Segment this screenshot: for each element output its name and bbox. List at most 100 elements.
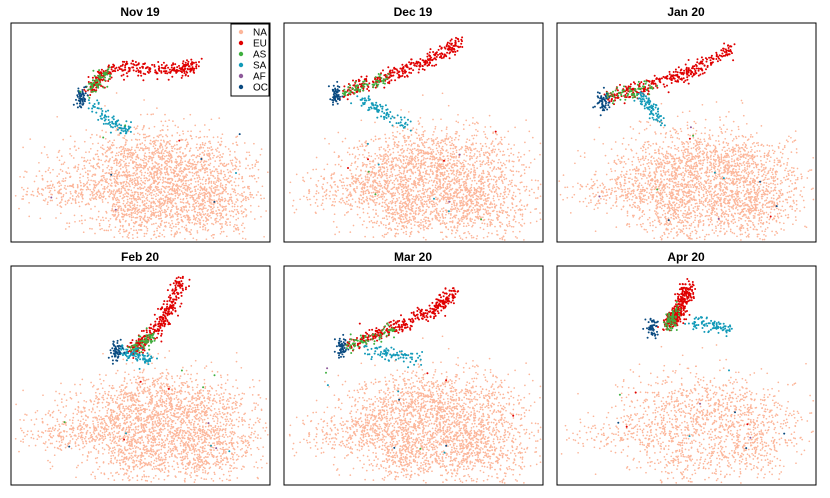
scatter-point: [56, 204, 59, 206]
scatter-point: [469, 177, 472, 180]
scatter-point: [143, 208, 146, 211]
scatter-point: [387, 151, 390, 153]
scatter-point: [379, 153, 381, 156]
scatter-point: [73, 145, 76, 148]
scatter-point: [90, 190, 93, 193]
scatter-point: [83, 159, 86, 162]
scatter-point: [159, 211, 162, 213]
scatter-point: [476, 204, 479, 207]
scatter-point: [80, 97, 83, 100]
scatter-point: [107, 229, 110, 232]
scatter-point: [383, 196, 386, 198]
scatter-point: [215, 212, 218, 215]
scatter-point: [243, 186, 246, 188]
scatter-point: [520, 204, 523, 207]
scatter-point: [21, 186, 23, 189]
scatter-point: [501, 170, 504, 173]
scatter-point: [447, 212, 450, 215]
scatter-point: [394, 141, 396, 144]
scatter-point: [426, 138, 429, 141]
scatter-point: [424, 195, 427, 198]
scatter-point: [403, 179, 405, 182]
scatter-point: [18, 207, 20, 210]
scatter-point: [421, 198, 424, 201]
scatter-point: [203, 150, 206, 152]
scatter-point: [392, 134, 394, 137]
scatter-point: [218, 151, 220, 153]
scatter-point: [450, 226, 452, 228]
scatter-point: [171, 134, 174, 137]
scatter-point: [192, 215, 195, 218]
scatter-point: [242, 215, 245, 218]
scatter-point: [169, 157, 172, 159]
scatter-point: [112, 144, 115, 146]
scatter-point: [159, 202, 161, 205]
scatter-point: [386, 184, 389, 187]
scatter-point: [420, 222, 422, 224]
scatter-point: [104, 178, 106, 181]
scatter-point: [388, 180, 391, 183]
scatter-point: [210, 185, 213, 187]
scatter-point: [142, 218, 145, 221]
scatter-point: [491, 140, 494, 143]
scatter-point: [128, 162, 130, 164]
scatter-point: [503, 178, 506, 181]
scatter-point: [144, 171, 147, 174]
scatter-point: [130, 139, 133, 141]
scatter-point: [369, 160, 371, 163]
scatter-point: [199, 226, 202, 228]
scatter-point: [143, 154, 146, 157]
scatter-point: [163, 221, 166, 224]
scatter-point: [132, 63, 135, 66]
scatter-point: [94, 180, 96, 182]
scatter-point: [197, 149, 199, 152]
scatter-point: [226, 224, 228, 227]
scatter-point: [512, 191, 515, 194]
scatter-point: [215, 156, 218, 159]
scatter-point: [60, 206, 63, 208]
scatter-point: [470, 168, 473, 170]
scatter-point: [213, 170, 216, 173]
scatter-point: [512, 170, 514, 173]
scatter-point: [154, 202, 157, 205]
scatter-point: [144, 73, 147, 76]
scatter-point: [161, 129, 164, 131]
scatter-point: [156, 227, 158, 230]
scatter-point: [168, 142, 171, 145]
scatter-point: [471, 212, 474, 214]
scatter-point: [143, 136, 145, 139]
scatter-point: [382, 171, 385, 173]
scatter-point: [385, 166, 388, 169]
scatter-point: [447, 173, 450, 175]
scatter-point: [512, 153, 515, 156]
scatter-point: [218, 156, 221, 159]
scatter-point: [136, 236, 139, 239]
scatter-point: [155, 162, 158, 165]
scatter-point: [114, 179, 117, 181]
scatter-point: [101, 129, 104, 132]
scatter-point: [81, 188, 84, 191]
scatter-point: [449, 180, 451, 183]
scatter-point: [392, 151, 395, 154]
scatter-point: [454, 136, 457, 139]
scatter-point: [477, 190, 480, 193]
scatter-point: [349, 169, 352, 172]
scatter-point: [408, 157, 411, 159]
scatter-point: [91, 194, 94, 197]
scatter-point: [125, 212, 128, 215]
scatter-point: [68, 185, 71, 187]
scatter-point: [123, 160, 125, 163]
scatter-point: [151, 162, 154, 165]
scatter-point: [413, 198, 415, 201]
scatter-point: [36, 190, 39, 193]
scatter-point: [374, 138, 377, 141]
scatter-point: [396, 180, 399, 182]
scatter-point: [140, 184, 143, 186]
scatter-point: [414, 176, 417, 179]
scatter-point: [214, 177, 216, 179]
scatter-point: [127, 174, 129, 177]
scatter-point: [106, 187, 108, 189]
scatter-point: [98, 69, 101, 72]
scatter-point: [520, 181, 523, 184]
scatter-point: [442, 216, 445, 219]
